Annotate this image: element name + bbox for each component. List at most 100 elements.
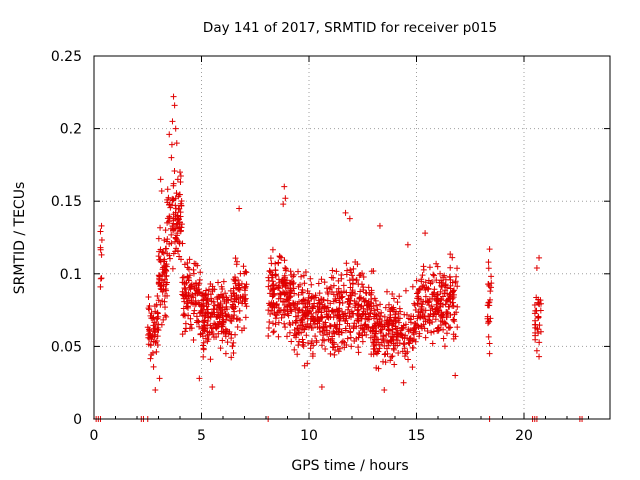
data-point [381,351,388,358]
data-point [200,342,207,349]
data-point [340,315,347,322]
data-point [376,316,383,323]
data-point [174,230,181,237]
data-point [287,294,294,301]
data-point [315,315,322,322]
data-point [454,265,461,272]
data-point [356,331,363,338]
data-point [304,299,311,306]
data-point [485,333,492,340]
data-point [176,191,183,198]
data-point [298,273,305,280]
data-point [171,102,178,109]
data-point [318,296,325,303]
data-point [315,280,322,287]
data-point [152,331,159,338]
data-point [487,288,494,295]
data-point [402,287,409,294]
data-point [302,269,309,276]
data-point [314,324,321,331]
data-point [318,276,325,283]
data-point [199,333,206,340]
data-point [213,313,220,320]
data-point [200,345,207,352]
data-point [399,348,406,355]
data-point [537,328,544,335]
x-axis-label: GPS time / hours [291,458,408,474]
data-point [266,319,273,326]
data-point [400,379,407,386]
data-point [324,289,331,296]
data-point [532,307,539,314]
data-point [238,280,245,287]
data-point [292,330,299,337]
data-point [148,315,155,322]
data-point [338,289,345,296]
data-point [357,313,364,320]
data-point [537,307,544,314]
data-point [349,272,356,279]
data-point [172,125,179,132]
data-point [275,319,282,326]
data-point [282,264,289,271]
data-point [185,303,192,310]
data-point [332,347,339,354]
data-point [387,306,394,313]
data-point [401,341,408,348]
data-point [486,246,493,253]
data-point [222,326,229,333]
data-point [164,186,171,193]
data-point [536,322,543,329]
data-point [161,269,168,276]
data-point [531,302,538,309]
data-point [187,282,194,289]
data-point [371,345,378,352]
data-point [309,324,316,331]
data-point [191,307,198,314]
data-point [174,237,181,244]
data-point [377,313,384,320]
data-point [204,332,211,339]
data-point [353,277,360,284]
data-point [267,311,274,318]
data-point [200,353,207,360]
data-point [301,280,308,287]
data-point [272,266,279,273]
data-point [199,312,206,319]
data-point [415,324,422,330]
data-point [269,278,276,285]
data-point [280,306,287,313]
data-point [376,321,383,328]
data-point [388,353,395,360]
data-point [308,338,315,344]
data-point [187,315,194,322]
data-point [409,364,416,371]
data-point [436,279,443,286]
data-point [405,328,412,335]
data-point [322,319,329,326]
data-point [167,225,174,232]
data-point [452,279,459,286]
data-point [166,240,173,247]
data-point [193,300,200,307]
data-point [296,298,303,305]
data-point [265,307,272,314]
data-point [359,332,366,339]
data-point [208,295,215,302]
data-point [320,297,327,304]
data-point [339,308,346,315]
data-point [219,304,226,311]
data-point [335,348,342,355]
data-point [486,302,493,309]
data-point [296,317,303,324]
data-point [326,322,333,329]
data-point [293,331,300,338]
data-point [160,316,167,323]
data-point [400,340,407,347]
data-point [362,297,369,304]
data-point [172,195,179,202]
data-point [319,301,326,308]
data-point [348,343,355,350]
data-point [335,307,342,314]
data-point [161,298,168,305]
